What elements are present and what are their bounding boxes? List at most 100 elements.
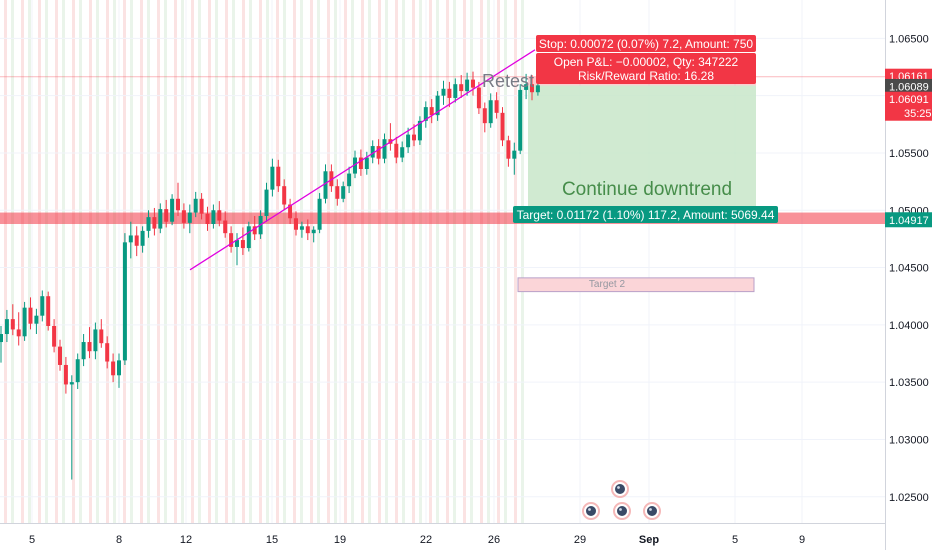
stop-label: Stop: 0.00072 (0.07%) 7.2, Amount: 750 [539,37,753,51]
event-icon[interactable] [643,502,661,520]
session-band [164,0,167,523]
candle-body [235,240,239,247]
time-tick-label: Sep [639,534,659,546]
price-tick-label: 1.06500 [889,33,929,45]
candle-body [270,166,275,190]
candle-body [229,233,234,247]
candle-body [152,217,157,229]
time-axis-bg[interactable] [0,523,885,550]
candle-body [394,143,399,158]
session-band [38,0,41,523]
event-icon[interactable] [582,502,600,520]
candle-body [46,296,51,326]
session-band [412,0,415,523]
target-label-box [513,206,778,223]
session-band [378,0,381,523]
session-band [283,0,286,523]
candle-body [329,171,334,187]
candle-body [217,210,222,221]
candle-body [459,84,464,92]
event-icon[interactable] [611,480,629,498]
session-band [368,0,371,523]
time-tick-label: 19 [334,534,346,546]
candle-body [471,79,475,88]
candle-body [276,166,281,187]
session-band [106,0,109,523]
stop-label-box [536,35,756,52]
session-band [266,0,269,523]
candle-body [252,226,257,235]
candle-body [512,150,517,159]
session-band [395,0,398,523]
target-label: Target: 0.01172 (1.10%) 117.2, Amount: 5… [517,208,775,222]
session-band [361,0,364,523]
candle-body [164,209,169,222]
session-band [157,0,160,523]
candle-body [288,204,293,219]
candle-body [193,198,198,213]
session-band [385,0,388,523]
session-band [419,0,422,523]
session-band [4,0,7,523]
candle-body [358,157,363,169]
resistance-zone[interactable] [0,212,885,225]
target-2-zone[interactable] [517,277,755,293]
time-tick-label: 12 [180,534,192,546]
candle-body [34,315,39,324]
drawings: Retest Continue downtrend Target 2 [189,49,732,290]
candle-body [406,134,411,148]
candle-body [170,198,175,222]
annotation-continue-downtrend: Continue downtrend [562,179,732,200]
price-tag-text: 1.04917 [889,215,929,227]
risk-reward-label: Risk/Reward Ratio: 16.28 [578,69,714,83]
price-tag-last [885,78,932,94]
session-band [521,0,524,523]
session-band [147,0,150,523]
candle-body [335,186,340,199]
session-band [402,0,405,523]
candle-body [146,217,151,231]
session-band [72,0,75,523]
session-band [276,0,279,523]
price-tag-text: 1.06091 [889,94,929,106]
session-band [62,0,65,523]
candle-body [299,226,304,230]
candle-body [0,334,3,343]
time-tick-label: 15 [266,534,278,546]
price-tick-label: 1.04500 [889,263,929,275]
candle-body [317,198,322,230]
session-band [317,0,320,523]
candle-body [353,157,357,174]
candle-body [75,359,80,383]
candle-body [223,220,228,234]
session-band [242,0,245,523]
trendline[interactable] [189,49,536,271]
price-tag-text: 1.06089 [889,81,929,93]
candle-body [453,84,458,98]
session-band [208,0,211,523]
candle-body [447,88,452,98]
candle-body [58,346,62,365]
session-band [351,0,354,523]
event-icon[interactable] [613,502,631,520]
profit-area[interactable] [528,85,756,220]
candle-body [176,198,180,211]
session-band [215,0,218,523]
time-tick-label: 5 [732,534,738,546]
candle-body [22,307,27,337]
session-band [79,0,82,523]
price-tick-label: 1.05500 [889,148,929,160]
session-band [191,0,194,523]
candle-body [52,325,57,347]
candle-body [412,134,416,141]
annotation-target-2: Target 2 [589,279,626,290]
session-band [89,0,92,523]
session-band [225,0,228,523]
price-tag-current [885,91,932,107]
time-tick-label: 22 [420,534,432,546]
candle-body [40,296,45,316]
candle-body [246,226,251,249]
